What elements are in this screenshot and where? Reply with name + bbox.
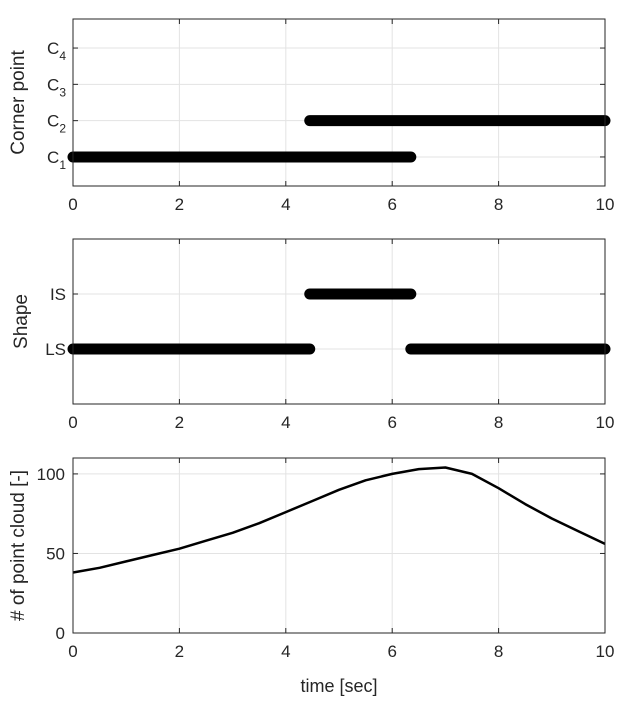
y-tick-label-subscript: 4 — [59, 49, 66, 63]
x-tick-label: 8 — [494, 413, 503, 432]
x-tick-label: 4 — [281, 195, 290, 214]
y-axis-label: Shape — [11, 294, 32, 349]
axes-box — [72, 18, 606, 187]
shape-plot: 0 2 4 6 8 10 LS IS Shape — [11, 238, 615, 432]
x-tick-label: 8 — [494, 642, 503, 661]
y-tick-label-base: C — [47, 75, 59, 94]
x-tick-label: 4 — [281, 642, 290, 661]
y-tick-label-subscript: 3 — [59, 85, 66, 99]
y-tick-label-base: C — [47, 148, 59, 167]
y-tick-label: C2 — [47, 112, 66, 136]
y-axis-label: # of point cloud [-] — [8, 470, 29, 621]
x-tick-label: 10 — [596, 195, 615, 214]
x-tick-label: 10 — [596, 413, 615, 432]
x-tick-label: 6 — [387, 413, 396, 432]
y-tick-label: C3 — [47, 75, 66, 99]
x-tick-label: 8 — [494, 195, 503, 214]
y-tick-label-base: C — [47, 39, 59, 58]
y-tick-label: 0 — [56, 624, 65, 643]
x-tick-label: 6 — [387, 195, 396, 214]
y-tick-label-subscript: 2 — [59, 122, 66, 136]
x-tick-label: 6 — [387, 642, 396, 661]
y-tick-label: LS — [45, 340, 66, 359]
y-tick-label: 50 — [46, 544, 65, 563]
x-tick-label: 0 — [68, 642, 77, 661]
y-tick-label-base: LS — [45, 340, 66, 359]
plot-background — [73, 458, 605, 633]
y-tick-label-subscript: 1 — [59, 158, 66, 172]
x-tick-label: 0 — [68, 195, 77, 214]
axes-box — [72, 238, 606, 405]
x-tick-label: 10 — [596, 642, 615, 661]
x-tick-label: 0 — [68, 413, 77, 432]
x-tick-label: 2 — [175, 195, 184, 214]
y-tick-label-base: IS — [50, 285, 66, 304]
y-tick-label-base: C — [47, 112, 59, 131]
x-axis-label: time [sec] — [300, 676, 377, 696]
plot-background — [73, 239, 605, 404]
x-tick-label: 4 — [281, 413, 290, 432]
data-line — [72, 466, 606, 574]
y-tick-label: C4 — [47, 39, 66, 63]
y-tick-label: 100 — [37, 465, 65, 484]
x-tick-label: 2 — [175, 413, 184, 432]
axes-box — [72, 457, 606, 634]
y-axis-label: Corner point — [8, 50, 29, 155]
x-tick-label: 2 — [175, 642, 184, 661]
y-tick-label: IS — [50, 285, 66, 304]
y-tick-label: C1 — [47, 148, 66, 172]
